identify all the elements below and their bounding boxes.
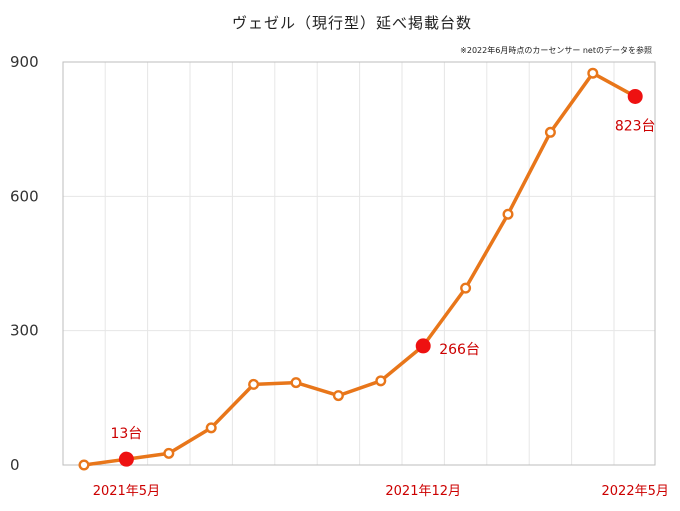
data-point (460, 282, 472, 294)
chart-title: ヴェゼル（現行型）延べ掲載台数 (232, 14, 472, 32)
y-tick-label: 900 (10, 53, 39, 71)
highlighted-data-point (118, 451, 134, 467)
data-point (205, 422, 217, 434)
data-label: 823台 (615, 118, 656, 134)
data-point (375, 375, 387, 387)
y-tick-label: 300 (10, 322, 39, 340)
data-point (290, 377, 302, 389)
chart-note: ※2022年6月時点のカーセンサー netのデータを参照 (460, 45, 652, 55)
x-tick-label: 2021年5月 (93, 484, 160, 499)
data-point (248, 378, 260, 390)
plot-area: 0 300 600 900 2021年5月 2021年12月 2022年5月 13台 266台 8… (10, 53, 669, 499)
data-point (163, 447, 175, 459)
x-tick-label: 2021年12月 (385, 484, 461, 499)
data-label: 13台 (110, 426, 142, 442)
data-point (78, 459, 90, 471)
data-point (502, 208, 514, 220)
highlighted-data-point (415, 338, 431, 354)
data-label: 266台 (439, 342, 480, 358)
y-tick-label: 0 (10, 456, 20, 474)
data-point (587, 67, 599, 79)
data-point (332, 390, 344, 402)
series-line (82, 71, 637, 467)
data-point (544, 126, 556, 138)
y-tick-label: 600 (10, 187, 39, 205)
highlighted-data-point (627, 88, 643, 104)
x-tick-label: 2022年5月 (602, 484, 669, 499)
plot-frame (62, 61, 656, 466)
